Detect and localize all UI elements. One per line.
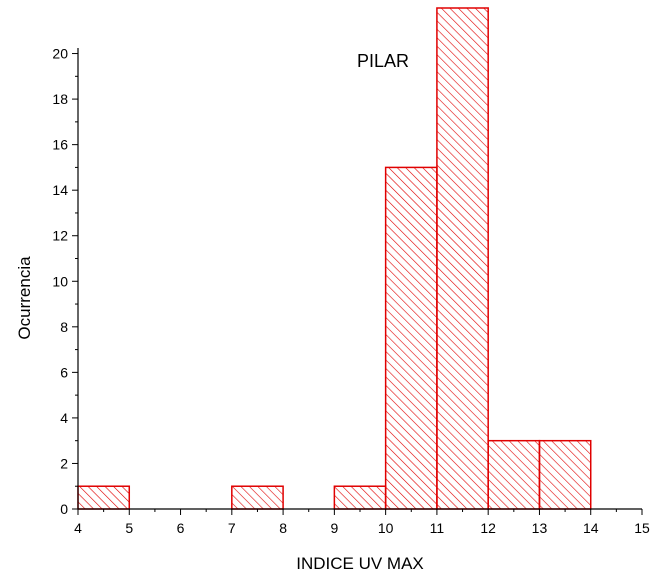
y-tick-label: 16: [52, 137, 68, 153]
x-tick-label: 6: [177, 520, 185, 536]
histogram-bar: [384, 166, 438, 510]
axes-group: 4 5 6 7 8 9 10 11 12 13 14 15 0 2 4 6 8 10 12 14 16 18 20: [52, 46, 650, 536]
y-tick-label: 18: [52, 91, 68, 107]
x-tick-label: 12: [480, 520, 496, 536]
y-tick-label: 12: [52, 228, 68, 244]
y-axis-title: Ocurrencia: [15, 256, 34, 340]
x-tick-label: 8: [279, 520, 287, 536]
x-tick-label: 15: [634, 520, 650, 536]
bars-group: [77, 7, 592, 510]
x-tick-label: 9: [330, 520, 338, 536]
histogram-bar: [487, 439, 541, 510]
y-tick-label: 4: [60, 410, 68, 426]
x-tick-label: 4: [74, 520, 82, 536]
y-tick-label: 8: [60, 319, 68, 335]
x-tick-label: 13: [532, 520, 548, 536]
y-tick-label: 14: [52, 182, 68, 198]
y-tick-label: 2: [60, 455, 68, 471]
x-tick-label: 5: [125, 520, 133, 536]
x-tick-label: 14: [583, 520, 599, 536]
histogram-bar: [333, 485, 387, 510]
y-tick-label: 0: [60, 501, 68, 517]
x-tick-label: 7: [228, 520, 236, 536]
histogram-bar: [77, 485, 131, 510]
y-tick-label: 6: [60, 364, 68, 380]
x-tick-label: 11: [430, 520, 445, 536]
histogram-bar: [538, 439, 592, 510]
y-tick-label: 10: [52, 273, 68, 289]
histogram-bar: [231, 485, 284, 510]
histogram-bar: [436, 7, 489, 510]
x-tick-label: 10: [378, 520, 394, 536]
y-tick-label: 20: [52, 46, 68, 62]
x-axis-title: INDICE UV MAX: [296, 554, 424, 573]
chart-annotation: PILAR: [357, 51, 409, 71]
